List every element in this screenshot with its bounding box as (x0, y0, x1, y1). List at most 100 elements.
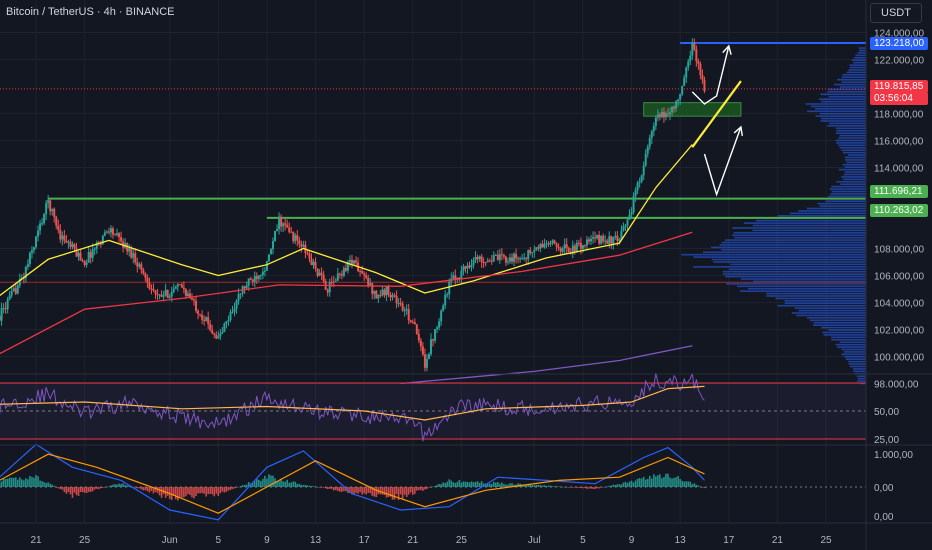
macd-pane (0, 443, 866, 521)
candle-body (628, 214, 631, 220)
volume-profile-bar (810, 105, 866, 108)
macd-histogram-bar (683, 481, 686, 487)
volume-profile-bar (849, 64, 866, 66)
macd-histogram-bar (567, 487, 570, 488)
macd-histogram-bar (416, 487, 418, 491)
candle-body (24, 266, 27, 279)
candle-body (691, 43, 694, 56)
candle-body (498, 254, 501, 260)
candle-body (219, 333, 222, 337)
candle-body (423, 354, 426, 368)
candle-body (652, 125, 655, 132)
macd-histogram-bar (365, 487, 367, 495)
candle-body (114, 234, 116, 236)
candle-body (217, 336, 220, 339)
candle-body (132, 253, 135, 258)
candle-body (322, 274, 325, 282)
projection-drawings[interactable] (691, 44, 743, 197)
volume-profile-bar (747, 287, 866, 290)
ema-red-line (0, 231, 693, 355)
macd-histogram-bar (290, 482, 293, 487)
macd-histogram-bar (65, 487, 68, 494)
macd-histogram-bar (23, 480, 25, 487)
ema-yellow-line (0, 144, 693, 297)
rsi-tick-label: 50,00 (874, 407, 899, 418)
macd-line (0, 443, 705, 521)
candle-body (138, 264, 141, 267)
candle-body (103, 232, 106, 236)
macd-histogram-bar (2, 478, 5, 487)
currency-selector[interactable]: USDT (870, 3, 922, 23)
macd-histogram-bar (488, 483, 491, 487)
candle-body (57, 225, 60, 231)
macd-histogram-bar (618, 484, 621, 487)
candle-body (559, 248, 562, 252)
candle-body (0, 308, 3, 321)
y-tick-label: 118.000,00 (874, 109, 924, 120)
macd-histogram-bar (642, 476, 645, 487)
volume-profile-bar (806, 207, 866, 210)
candle-body (669, 112, 672, 115)
candle-body (294, 235, 297, 242)
macd-histogram-bar (144, 487, 147, 491)
candle-body (195, 300, 198, 312)
candle-body (383, 289, 386, 296)
volume-profile-bar (702, 251, 866, 254)
candle-body (689, 55, 692, 62)
candle-body (193, 299, 195, 301)
candle-body (616, 235, 619, 241)
macd-histogram-bar (484, 483, 487, 487)
volume-profile-bar (777, 304, 866, 307)
volume-profile-bar (721, 249, 866, 251)
volume-profile-bar (836, 142, 866, 144)
macd-histogram-bar (602, 487, 604, 488)
candle-body (571, 245, 574, 254)
candle-body (247, 278, 250, 286)
volume-profile (681, 47, 866, 385)
macd-histogram-bar (272, 475, 274, 487)
candle-body (557, 246, 560, 249)
volume-profile-bar (840, 183, 866, 186)
macd-histogram-bar (359, 487, 361, 493)
macd-histogram-bar (501, 482, 503, 487)
macd-histogram-bar (472, 482, 475, 487)
candle-body (504, 256, 507, 263)
candle-body (180, 284, 183, 288)
macd-histogram-bar (268, 474, 270, 487)
candle-body (454, 275, 457, 279)
macd-histogram-bar (517, 483, 519, 487)
macd-histogram-bar (33, 477, 35, 487)
candle-body (280, 216, 283, 227)
macd-histogram-bar (565, 487, 568, 488)
macd-histogram-bar (476, 481, 479, 487)
macd-histogram-bar (280, 478, 282, 487)
candle-body (640, 175, 643, 182)
candle-body (594, 237, 597, 239)
macd-histogram-bar (409, 487, 412, 493)
macd-histogram-bar (168, 487, 171, 499)
candle-body (405, 309, 408, 311)
candle-body (462, 266, 465, 271)
candle-body (555, 243, 558, 247)
macd-histogram-bar (529, 484, 532, 487)
volume-profile-bar (848, 69, 866, 71)
macd-tick-label: 0,00 (874, 483, 894, 494)
volume-profile-bar (831, 336, 866, 339)
volume-profile-bar (784, 300, 866, 302)
candle-body (201, 314, 204, 320)
volume-profile-bar (798, 309, 866, 312)
macd-histogram-bar (630, 480, 633, 487)
volume-profile-bar (827, 91, 866, 93)
macd-histogram-bar (57, 487, 60, 489)
volume-profile-bar (820, 117, 866, 120)
macd-histogram-bar (492, 481, 495, 487)
candle-body (272, 241, 274, 250)
candle-body (351, 259, 353, 264)
macd-histogram-bar (691, 484, 694, 487)
candle-body (199, 314, 202, 316)
x-tick-label: 5 (580, 535, 586, 546)
candle-body (18, 279, 21, 286)
macd-histogram-bar (39, 480, 41, 487)
candle-body (310, 258, 313, 266)
